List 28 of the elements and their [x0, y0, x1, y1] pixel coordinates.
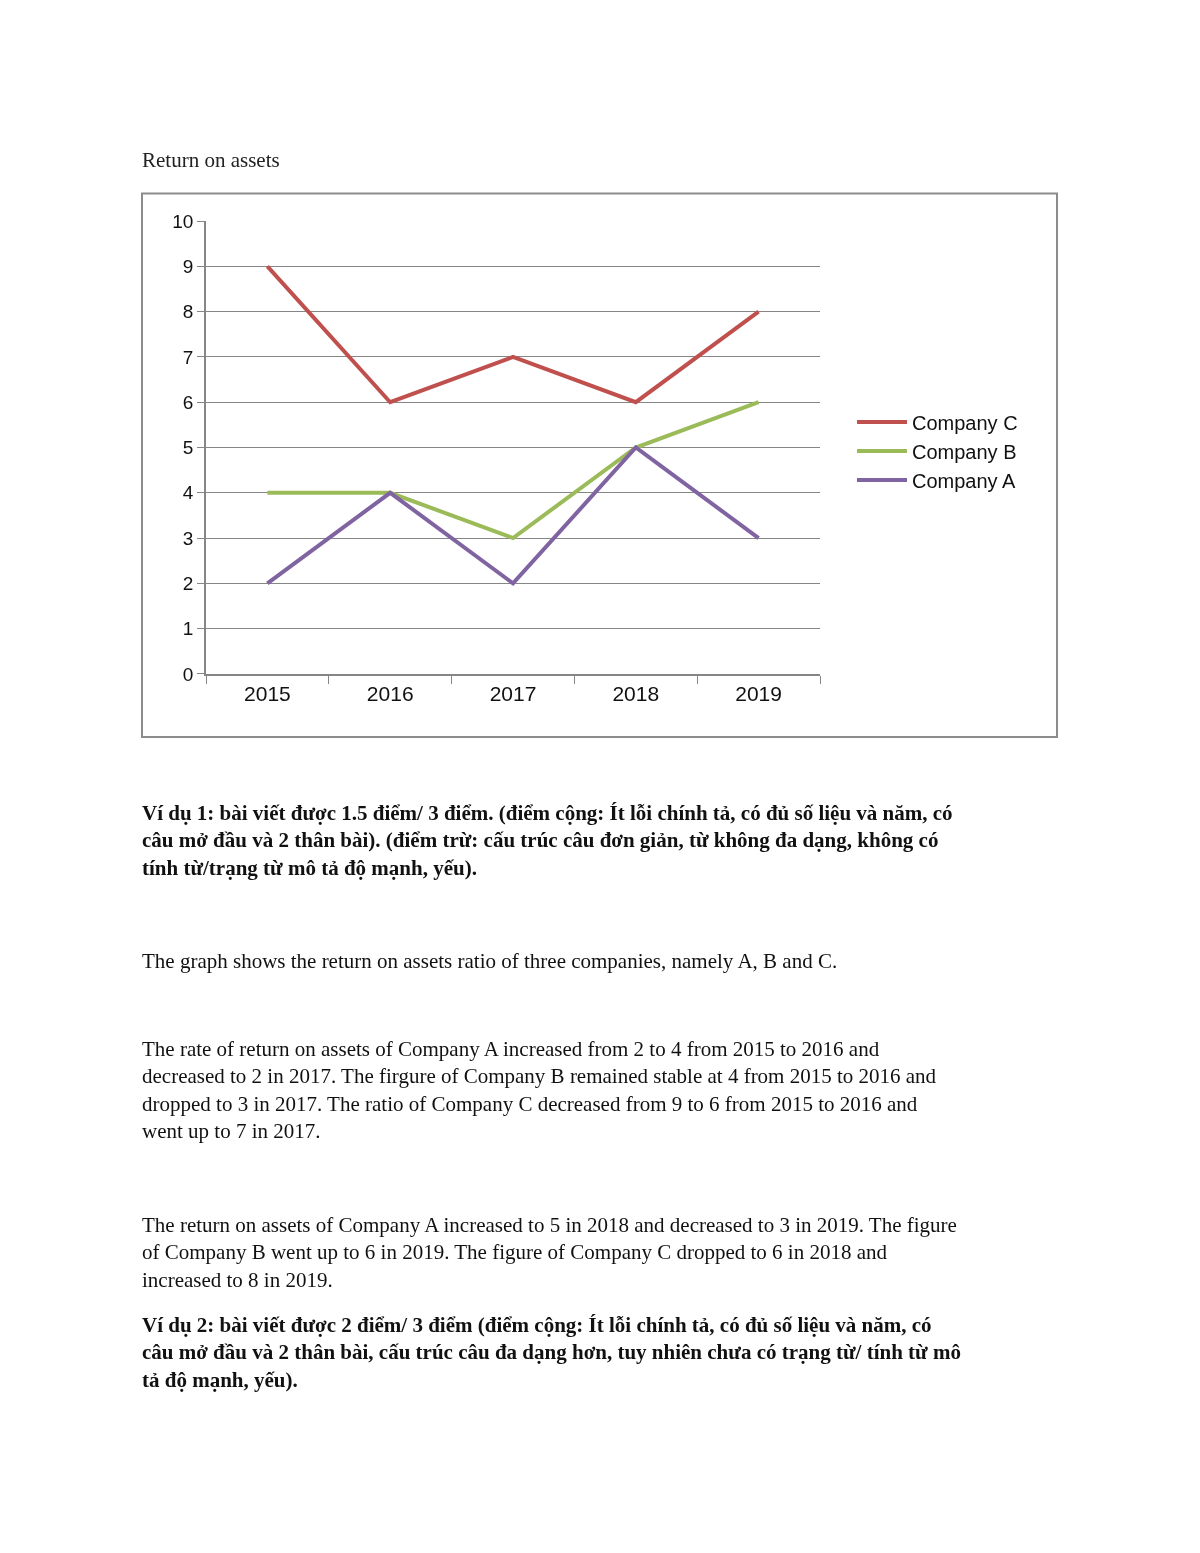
y-tick-label: 8 [182, 301, 194, 323]
line-series [265, 264, 761, 405]
x-tick-label: 2016 [366, 681, 414, 705]
y-tick-label: 6 [182, 391, 194, 413]
text: The return on assets of Company A increased to 5 in 2018 and decreased to 3 in 2019. The figure of Company B went up to 6 in 2019. The figure of Company C dropped to 6 in 2018 and increased to 8 in 2019. [142, 1213, 957, 1292]
x-tick-label: 2018 [612, 681, 660, 705]
y-tick-label: 2 [182, 572, 194, 594]
text: Ví dụ 1: bài viết được 1.5 điểm/ 3 điểm. (điểm cộng: Ít lỗi chính tả, có đủ số liệu và năm, có câu mở đầu và 2 thân bài). (điểm trừ: cấu trúc câu đơn giản, từ không đa dạng, không có tính từ/trạng từ mô tả độ mạnh, yếu). [142, 801, 953, 880]
legend-label: Company A [912, 469, 1017, 492]
legend-label: Company B [912, 440, 1017, 463]
text: The rate of return on assets of Company A increased from 2 to 4 from 2015 to 2016 and decreased to 2 in 2017. The firgure of Company B remained stable at 4 from 2015 to 2016 and dropped to 3 in 2017. The ratio of Company C decreased from 9 to 6 from 2015 to 2016 and went up to 7 in 2017. [142, 1037, 937, 1143]
line-series [265, 445, 761, 586]
x-tick-label: 2015 [244, 681, 291, 705]
y-tick-label: 1 [182, 618, 194, 640]
y-tick-label: 9 [182, 256, 194, 278]
x-tick-label: 2017 [489, 681, 537, 705]
line-series [265, 400, 761, 541]
chart-title: Return on assets [142, 148, 280, 173]
text: The graph shows the return on assets ratio of three companies, namely A, B and C. [142, 949, 838, 973]
y-tick-label: 7 [182, 346, 194, 368]
y-tick-label: 0 [182, 663, 194, 685]
text: Ví dụ 2: bài viết được 2 điểm/ 3 điểm (điểm cộng: Ít lỗi chính tả, có đủ số liệu và năm, có câu mở đầu và 2 thân bài, cấu trúc câu đa dạng hơn, tuy nhiên chưa có trạng từ/ tính từ mô tả độ mạnh, yếu). [142, 1313, 961, 1392]
y-tick-label: 10 [172, 210, 194, 232]
y-tick-label: 4 [182, 482, 194, 504]
legend-label: Company C [912, 411, 1018, 434]
y-tick-label: 3 [182, 527, 194, 549]
x-tick-label: 2019 [735, 681, 782, 705]
y-tick-label: 5 [182, 437, 194, 459]
